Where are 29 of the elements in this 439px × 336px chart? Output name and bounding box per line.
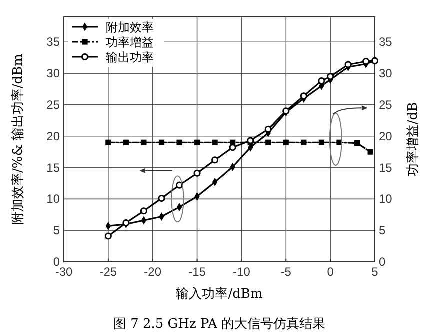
caption: 图 7 2.5 GHz PA 的大信号仿真结果 (113, 317, 326, 332)
x-axis-title: 输入功率/dBm (176, 286, 263, 302)
y2-tick-label: 15 (379, 160, 393, 175)
y2-tick-label: 10 (379, 192, 393, 206)
y2-tick-label: 20 (379, 129, 393, 144)
y2-tick-label: 5 (379, 224, 386, 238)
y-axis-title: 附加效率/%& 输出功率/dBm (10, 54, 26, 226)
y-tick-label: 35 (46, 35, 60, 50)
y-tick-label: 30 (46, 66, 60, 81)
x-tick-label: -20 (144, 265, 162, 279)
y2-axis-title: 功率增益/dB (405, 102, 421, 177)
y2-tick-label: 35 (379, 35, 393, 50)
y2-tick-label: 30 (379, 66, 393, 81)
y-tick-label: 10 (46, 192, 60, 206)
x-tick-label: 0 (327, 265, 334, 279)
y-tick-label: 25 (46, 98, 60, 112)
y-tick-label: 15 (46, 160, 60, 175)
y2-tick-label: 25 (379, 98, 393, 112)
legend-label: 输出功率 (106, 50, 154, 64)
x-tick-label: -5 (280, 265, 292, 279)
legend-label: 附加效率 (106, 20, 154, 34)
x-tick-label: -25 (100, 265, 118, 279)
x-tick-label: -10 (233, 265, 251, 279)
legend-label: 功率增益 (106, 36, 154, 50)
x-tick-label: -15 (188, 265, 206, 279)
y2-tick-label: 0 (379, 255, 386, 269)
y-tick-label: 5 (53, 224, 60, 238)
y-tick-label: 20 (46, 129, 60, 144)
x-tick-label: 5 (372, 265, 379, 279)
